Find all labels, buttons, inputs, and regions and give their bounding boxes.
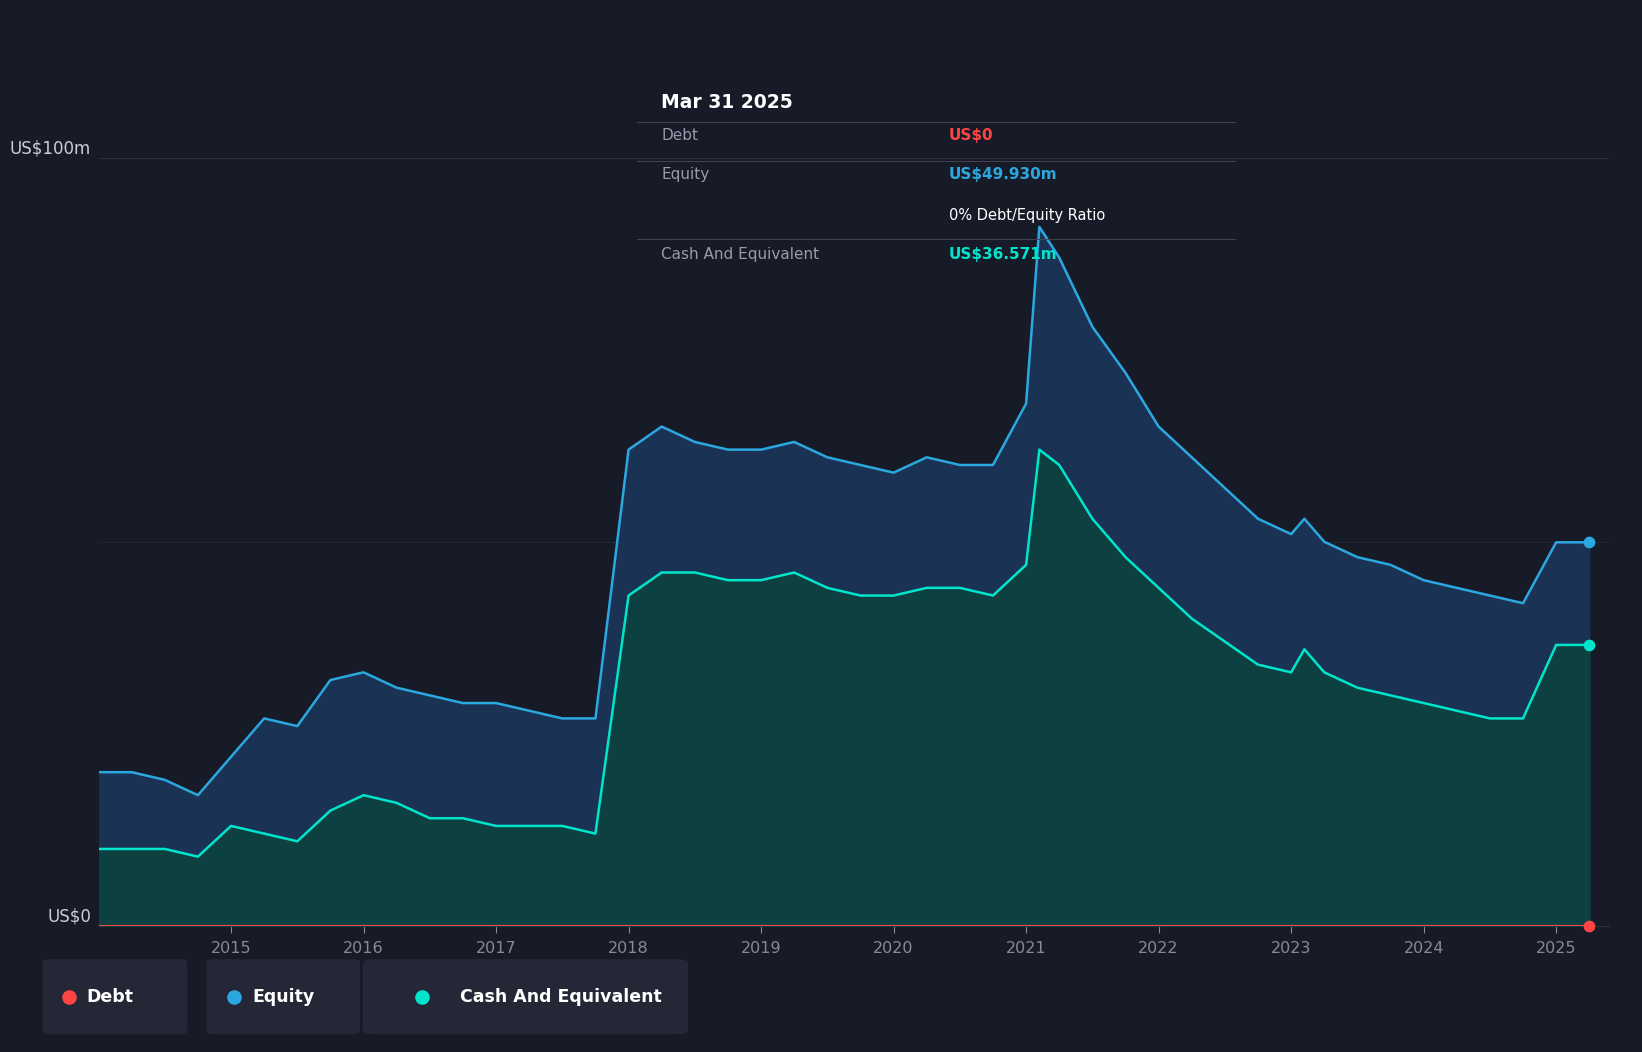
Point	[1576, 917, 1603, 934]
Text: US$49.930m: US$49.930m	[949, 167, 1057, 182]
Text: Mar 31 2025: Mar 31 2025	[662, 94, 793, 113]
Text: US$100m: US$100m	[10, 140, 90, 158]
Text: Debt: Debt	[85, 988, 133, 1006]
Text: Cash And Equivalent: Cash And Equivalent	[662, 247, 819, 262]
Text: 0% Debt/Equity Ratio: 0% Debt/Equity Ratio	[949, 208, 1105, 223]
Text: US$0: US$0	[949, 128, 993, 143]
Text: Equity: Equity	[253, 988, 315, 1006]
FancyBboxPatch shape	[363, 959, 688, 1034]
Point	[222, 989, 248, 1006]
Text: US$36.571m: US$36.571m	[949, 247, 1057, 262]
FancyBboxPatch shape	[207, 959, 360, 1034]
Point	[1576, 636, 1603, 653]
Point	[56, 989, 82, 1006]
FancyBboxPatch shape	[43, 959, 187, 1034]
Point	[1576, 534, 1603, 551]
Text: US$0: US$0	[48, 908, 90, 926]
Point	[409, 989, 435, 1006]
Text: Cash And Equivalent: Cash And Equivalent	[460, 988, 662, 1006]
Text: Equity: Equity	[662, 167, 709, 182]
Text: Debt: Debt	[662, 128, 698, 143]
